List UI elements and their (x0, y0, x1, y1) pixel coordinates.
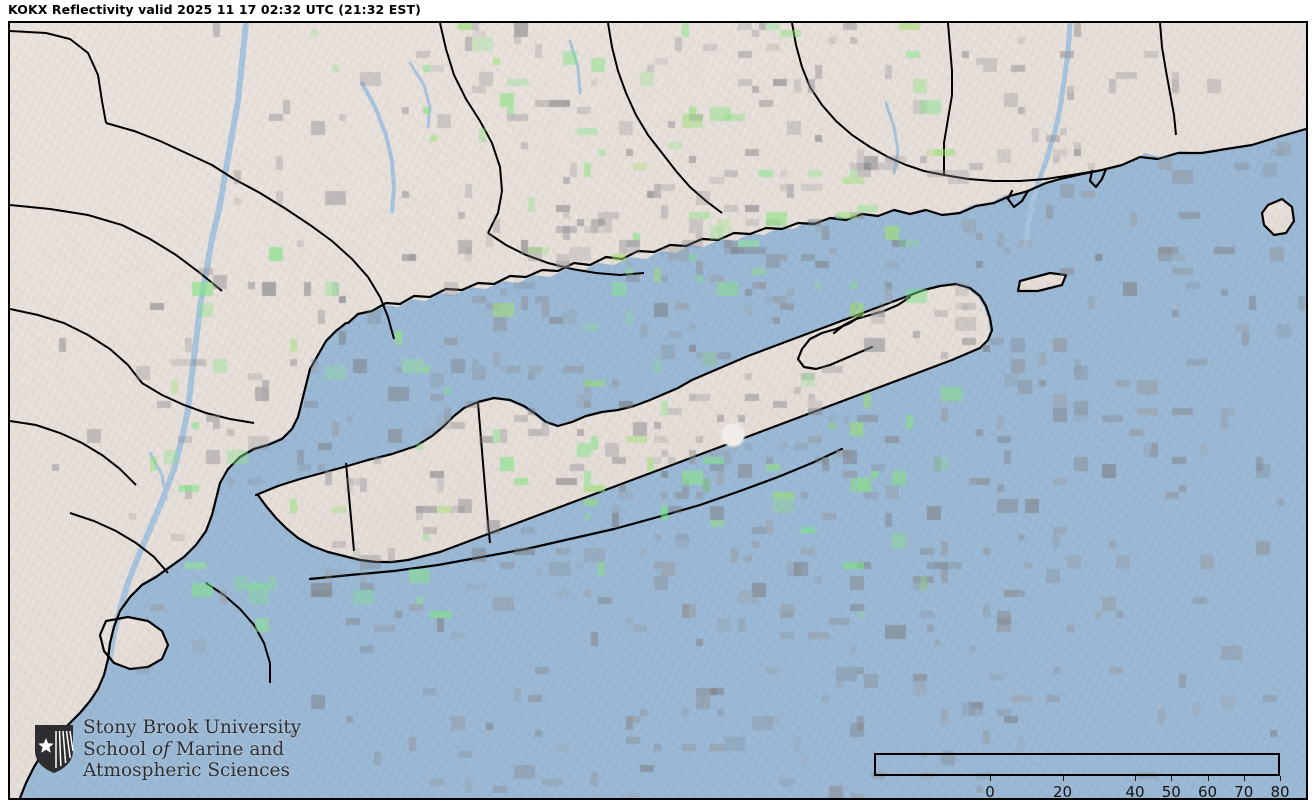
radar-site-marker (722, 424, 744, 446)
sbu-line-2: School of Marine and (83, 739, 301, 761)
sbu-line-2a: School (83, 738, 153, 760)
sbu-logo: Stony Brook University School of Marine … (32, 717, 301, 782)
colorbar-tick-label: 70 (1234, 783, 1254, 798)
colorbar-tick-label: 0 (985, 783, 995, 798)
colorbar-tick (1243, 776, 1245, 781)
sbu-line-1: Stony Brook University (83, 717, 302, 738)
colorbar-tick-label: 40 (1125, 783, 1145, 798)
colorbar-tick-label: 80 (1270, 783, 1290, 798)
colorbar-tick-label: 60 (1197, 783, 1218, 798)
sbu-line-2b: Marine and (170, 738, 285, 760)
colorbar-tick (1062, 776, 1064, 781)
map-canvas[interactable]: Stony Brook University School of Marine … (10, 23, 1306, 798)
colorbar-tick (990, 776, 991, 781)
colorbar-tick-label: 50 (1161, 783, 1181, 798)
colorbar-tick (1280, 776, 1281, 781)
colorbar: 0 20 40 50 60 70 80 (874, 753, 1290, 798)
sbu-line-3: Atmospheric Sciences (83, 760, 290, 781)
colorbar-tick (1207, 776, 1209, 781)
colorbar-ticks (874, 776, 1281, 784)
colorbar-tick (1135, 776, 1136, 781)
colorbar-gradient (874, 753, 1280, 776)
shield-with-star-icon (35, 725, 74, 774)
colorbar-tick (1171, 776, 1173, 781)
star-icon (38, 738, 54, 754)
map-frame[interactable]: Stony Brook University School of Marine … (8, 21, 1308, 800)
sbu-logo-text: Stony Brook University School of Marine … (83, 717, 301, 782)
radar-reflectivity-layer (10, 23, 1306, 798)
page-title: KOKX Reflectivity valid 2025 11 17 02:32… (8, 2, 421, 17)
sbu-line-2-em: of (152, 738, 171, 760)
colorbar-tick-labels: 0 20 40 50 60 70 80 (874, 783, 1289, 798)
colorbar-tick-label: 20 (1052, 783, 1073, 798)
